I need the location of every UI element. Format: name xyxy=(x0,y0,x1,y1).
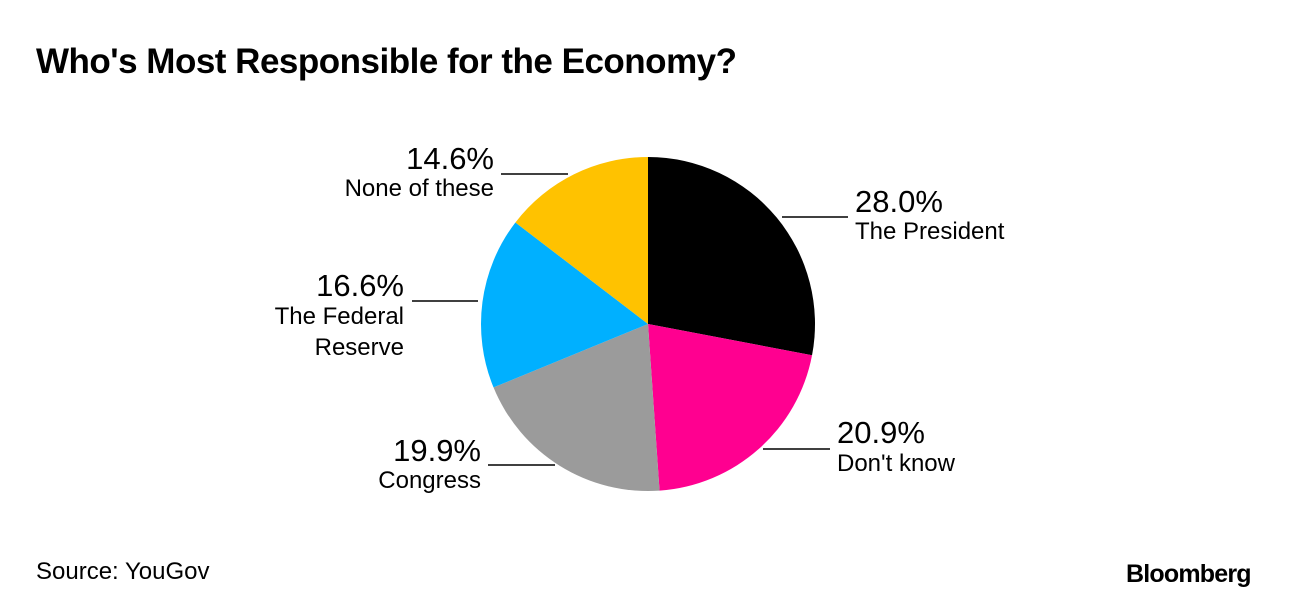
pie-slice-the-president xyxy=(648,157,815,356)
slice-label-the-federal-reserve: The Federal xyxy=(275,303,404,330)
slice-value-the-federal-reserve: 16.6% xyxy=(316,268,404,303)
chart-title: Who's Most Responsible for the Economy? xyxy=(36,42,737,81)
pie-slice-congress xyxy=(493,324,660,491)
pie-slice-the-federal-reserve xyxy=(481,222,648,388)
slice-value-none-of-these: 14.6% xyxy=(406,141,494,176)
source-note: Source: YouGov xyxy=(36,558,210,585)
slice-label-congress: Congress xyxy=(378,467,481,494)
bloomberg-logo: Bloomberg xyxy=(1126,560,1252,588)
slice-label-the-federal-reserve: Reserve xyxy=(315,334,404,361)
slice-value-congress: 19.9% xyxy=(393,433,481,468)
slice-label-none-of-these: None of these xyxy=(345,175,494,202)
pie-slice-don-t-know xyxy=(648,324,813,491)
slice-value-the-president: 28.0% xyxy=(855,184,943,219)
pie-slice-none-of-these xyxy=(515,157,648,324)
slice-label-the-president: The President xyxy=(855,218,1005,245)
slice-label-don-t-know: Don't know xyxy=(837,450,956,477)
slice-value-don-t-know: 20.9% xyxy=(837,415,925,450)
